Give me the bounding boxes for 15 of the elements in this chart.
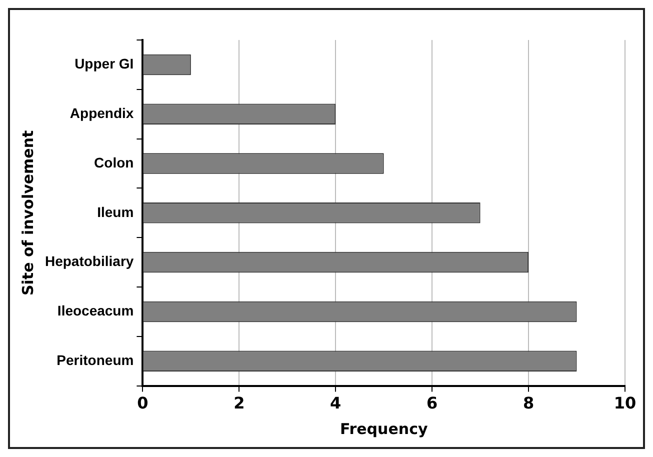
x-tick-label: 6 (426, 394, 438, 413)
x-tick-label: 8 (522, 394, 534, 413)
x-tick-label: 10 (614, 394, 636, 413)
x-tick-label: 2 (234, 394, 245, 413)
y-tick-label: Colon (94, 154, 134, 170)
y-tick-label: Peritoneum (56, 352, 134, 368)
y-tick-label: Appendix (70, 104, 134, 121)
y-axis-title: Site of involvement (18, 130, 37, 296)
y-tick-label: Ileoceacum (57, 302, 134, 319)
y-tick-label: Ileum (97, 204, 134, 220)
x-axis-title: Frequency (340, 420, 428, 438)
x-tick-label: 0 (137, 394, 148, 413)
y-tick-label: Hepatobiliary (44, 253, 134, 270)
x-tick-label: 4 (330, 394, 342, 413)
y-tick-label: Upper GI (74, 56, 134, 72)
